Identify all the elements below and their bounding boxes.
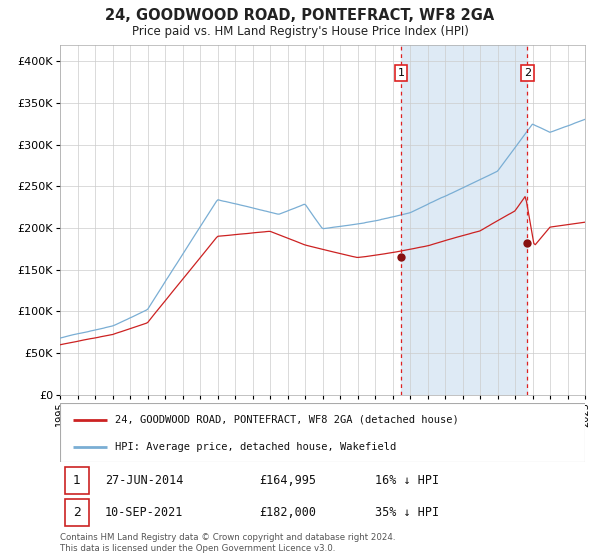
Text: £182,000: £182,000 [260, 506, 317, 519]
Text: 1: 1 [73, 474, 81, 487]
Text: 24, GOODWOOD ROAD, PONTEFRACT, WF8 2GA (detached house): 24, GOODWOOD ROAD, PONTEFRACT, WF8 2GA (… [115, 414, 459, 424]
Text: 1: 1 [398, 68, 404, 78]
Text: HPI: Average price, detached house, Wakefield: HPI: Average price, detached house, Wake… [115, 442, 397, 452]
Text: 2: 2 [73, 506, 81, 519]
Text: 10-SEP-2021: 10-SEP-2021 [104, 506, 183, 519]
Text: 24, GOODWOOD ROAD, PONTEFRACT, WF8 2GA: 24, GOODWOOD ROAD, PONTEFRACT, WF8 2GA [106, 8, 494, 24]
Text: This data is licensed under the Open Government Licence v3.0.: This data is licensed under the Open Gov… [60, 544, 335, 553]
Bar [401, 45, 527, 395]
Text: Price paid vs. HM Land Registry's House Price Index (HPI): Price paid vs. HM Land Registry's House … [131, 25, 469, 38]
FancyBboxPatch shape [65, 466, 89, 494]
Text: 27-JUN-2014: 27-JUN-2014 [104, 474, 183, 487]
Text: 35% ↓ HPI: 35% ↓ HPI [375, 506, 439, 519]
FancyBboxPatch shape [65, 499, 89, 526]
Text: £164,995: £164,995 [260, 474, 317, 487]
Text: 16% ↓ HPI: 16% ↓ HPI [375, 474, 439, 487]
Text: 2: 2 [524, 68, 531, 78]
FancyBboxPatch shape [60, 403, 585, 462]
Text: Contains HM Land Registry data © Crown copyright and database right 2024.: Contains HM Land Registry data © Crown c… [60, 533, 395, 542]
